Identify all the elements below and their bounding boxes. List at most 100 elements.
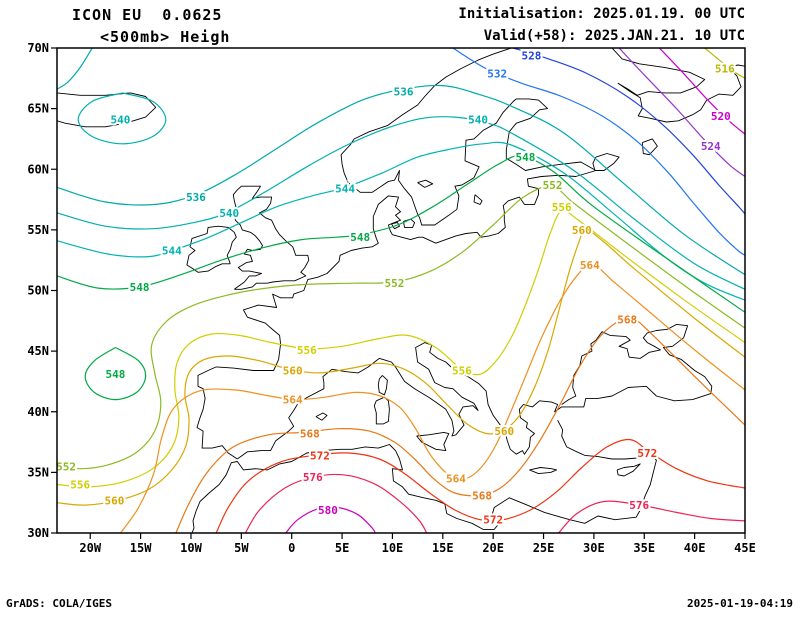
axes-layer: 20W 15W 10W 5W 0 5E 10E 15E 20E 25E 30E 35E 40E 45E 70… — [27, 41, 756, 555]
contour-label-524: 524 — [701, 140, 721, 153]
contour-label-576: 576 — [303, 471, 323, 484]
lat-tick-label: 70N — [27, 41, 49, 55]
lon-tick-label: 5W — [234, 541, 249, 555]
lat-tick-label: 45N — [27, 344, 49, 358]
lon-tick-label: 20W — [79, 541, 101, 555]
contour-line-536 — [57, 48, 93, 90]
contour-label-576: 576 — [629, 499, 649, 512]
lat-tick-label: 65N — [27, 102, 49, 116]
contour-line-544 — [57, 141, 745, 301]
lon-tick-label: 25E — [533, 541, 555, 555]
contour-label-556: 556 — [452, 365, 472, 378]
contour-label-544: 544 — [162, 244, 182, 257]
contour-label-556: 556 — [70, 479, 90, 492]
lat-tick-label: 60N — [27, 162, 49, 176]
contour-labels-layer: 516 520 524 528 532 536 536 540 540 540 544 544 548 5… — [54, 47, 737, 528]
contour-line-524 — [618, 48, 745, 177]
coastline-path — [237, 323, 713, 460]
init-time-label: Initialisation: 2025.01.19. 00 UTC — [458, 6, 745, 22]
lon-tick-label: 10E — [382, 541, 404, 555]
lon-tick-label: 15W — [130, 541, 152, 555]
contour-label-540: 540 — [219, 207, 239, 220]
contour-label-560: 560 — [104, 494, 124, 507]
coastline-path — [196, 48, 597, 460]
contour-label-556: 556 — [297, 344, 317, 357]
lat-tick-label: 30N — [27, 526, 49, 540]
contour-label-560: 560 — [494, 425, 514, 438]
contour-label-572: 572 — [637, 447, 657, 460]
contour-label-536: 536 — [394, 86, 414, 99]
contour-line-516 — [704, 48, 745, 79]
contour-label-580: 580 — [318, 504, 338, 517]
coastline-path — [57, 92, 157, 128]
coastline-path — [641, 138, 658, 156]
contour-label-568: 568 — [472, 489, 492, 502]
contour-line-540 — [57, 116, 745, 290]
coastline-path — [228, 185, 310, 290]
lon-tick-label: 45E — [734, 541, 756, 555]
contour-label-560: 560 — [572, 224, 592, 237]
map-frame — [56, 47, 746, 534]
coastline-path — [377, 375, 388, 396]
contour-label-564: 564 — [283, 394, 303, 407]
contour-line-548 — [57, 155, 745, 313]
lon-tick-label: 15E — [432, 541, 454, 555]
coastline-path — [191, 419, 657, 533]
contour-label-540: 540 — [111, 114, 131, 127]
coastline-path — [416, 431, 450, 452]
contour-line-520 — [658, 48, 745, 135]
contour-label-552: 552 — [56, 460, 76, 473]
contour-label-564: 564 — [580, 259, 600, 272]
contour-line-576 — [244, 473, 428, 533]
contour-line-532 — [452, 48, 745, 256]
contours-layer — [57, 48, 745, 533]
coastline-path — [611, 48, 745, 123]
grads-signature: GrADS: COLA/IGES — [6, 597, 112, 610]
contour-label-552: 552 — [385, 277, 405, 290]
coastline-path — [592, 153, 620, 171]
lon-tick-label: 10W — [180, 541, 202, 555]
lon-tick-label: 35E — [633, 541, 655, 555]
contour-label-548: 548 — [130, 281, 150, 294]
contour-label-548: 548 — [350, 231, 370, 244]
coastline-path — [529, 467, 558, 475]
contour-line-556 — [57, 209, 745, 488]
contour-line-540 — [77, 92, 167, 145]
coastline-path — [315, 412, 328, 421]
lon-tick-label: 20E — [482, 541, 504, 555]
contour-label-572: 572 — [310, 449, 330, 462]
lon-tick-label: 30E — [583, 541, 605, 555]
contour-label-520: 520 — [711, 110, 731, 123]
coastline-path — [473, 194, 483, 205]
contour-line-552 — [57, 185, 745, 470]
contour-line-536 — [57, 84, 745, 276]
contour-line-560 — [57, 228, 745, 506]
lat-tick-label: 55N — [27, 223, 49, 237]
contour-label-540: 540 — [468, 114, 488, 127]
coastlines-layer — [57, 48, 745, 533]
contour-line-568 — [175, 315, 745, 533]
contour-label-564: 564 — [446, 472, 466, 485]
contour-label-556: 556 — [552, 201, 572, 214]
contour-label-548: 548 — [105, 368, 125, 381]
valid-time-label: Valid(+58): 2025.JAN.21. 10 UTC — [483, 28, 745, 44]
creation-timestamp: 2025-01-19-04:19 — [687, 597, 793, 610]
lat-tick-label: 50N — [27, 284, 49, 298]
lon-tick-label: 40E — [684, 541, 706, 555]
coastline-path — [186, 225, 237, 273]
lon-tick-label: 5E — [335, 541, 349, 555]
lat-tick-label: 40N — [27, 405, 49, 419]
model-title: ICON EU 0.0625 — [72, 6, 223, 24]
contour-label-568: 568 — [617, 314, 637, 327]
contour-label-560: 560 — [283, 365, 303, 378]
contour-label-572: 572 — [483, 514, 503, 527]
coastline-path — [417, 179, 434, 188]
contour-label-552: 552 — [543, 179, 563, 192]
coastline-path — [373, 396, 390, 425]
field-title: <500mb> Heigh — [100, 28, 231, 46]
lat-tick-label: 35N — [27, 465, 49, 479]
contour-label-532: 532 — [487, 67, 507, 80]
contour-label-536: 536 — [186, 191, 206, 204]
